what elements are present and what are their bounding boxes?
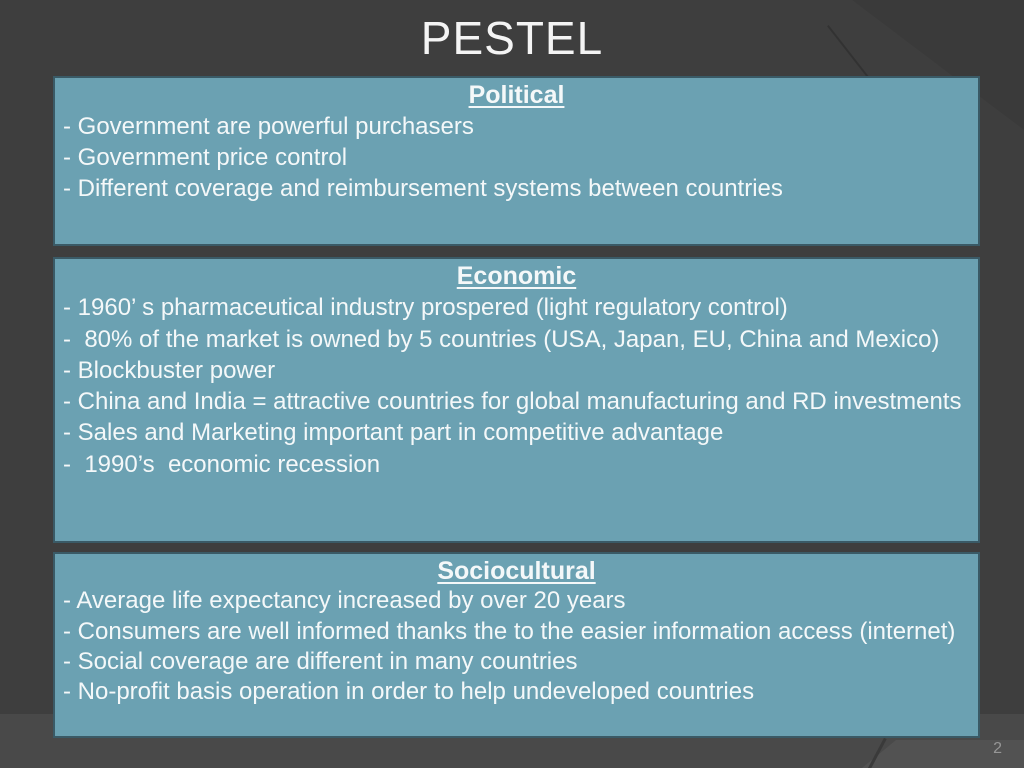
bullet-line: - Government price control xyxy=(63,144,348,171)
bullet-line: - Blockbuster power xyxy=(63,356,276,384)
economic-box: Economic - 1960’ s pharmaceutical indust… xyxy=(53,257,980,543)
bullet-line: - Different coverage and reimbursement s… xyxy=(63,175,783,202)
bullet-line: - No-profit basis operation in order to … xyxy=(63,678,755,706)
bullet-line: - China and India = attractive countries… xyxy=(63,388,962,416)
bullet-line: - 1990’s economic recession xyxy=(63,450,381,478)
political-box: Political - Government are powerful purc… xyxy=(53,76,980,246)
bullet-line: - Government are powerful purchasers xyxy=(63,113,474,140)
section-header-economic: Economic xyxy=(456,262,577,290)
section-header-political: Political xyxy=(468,81,565,109)
page-number: 2 xyxy=(993,740,1002,757)
bullet-line: - 1960’ s pharmaceutical industry prospe… xyxy=(63,294,788,322)
bullet-line: - Social coverage are different in many … xyxy=(63,647,578,675)
bullet-line: - Sales and Marketing important part in … xyxy=(63,419,724,447)
section-header-sociocultural: Sociocultural xyxy=(437,557,596,585)
sociocultural-box: Sociocultural - Average life expectancy … xyxy=(53,552,980,738)
bullet-line: - 80% of the market is owned by 5 countr… xyxy=(63,325,940,353)
slide-title: PESTEL xyxy=(420,12,604,64)
bullet-line: - Consumers are well informed thanks the… xyxy=(63,617,956,645)
bullet-line: - Average life expectancy increased by o… xyxy=(63,587,626,615)
